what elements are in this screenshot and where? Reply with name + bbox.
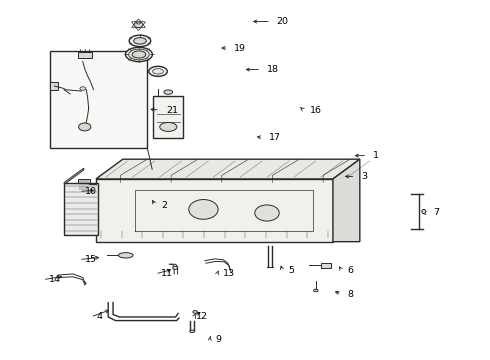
Ellipse shape xyxy=(134,22,143,28)
Bar xyxy=(153,96,183,138)
Ellipse shape xyxy=(129,35,151,46)
Bar xyxy=(49,51,147,148)
Polygon shape xyxy=(96,179,333,242)
Ellipse shape xyxy=(164,90,172,94)
Text: 13: 13 xyxy=(223,269,235,278)
Text: 19: 19 xyxy=(234,44,246,53)
Text: 10: 10 xyxy=(85,187,97,196)
Text: 9: 9 xyxy=(216,335,221,344)
Text: 4: 4 xyxy=(97,312,102,321)
Ellipse shape xyxy=(132,51,146,58)
Ellipse shape xyxy=(134,38,147,44)
Bar xyxy=(78,51,92,58)
Text: 17: 17 xyxy=(269,133,280,142)
Text: 16: 16 xyxy=(310,105,321,114)
Text: 8: 8 xyxy=(347,289,354,298)
Ellipse shape xyxy=(189,199,218,219)
Ellipse shape xyxy=(137,22,141,24)
Ellipse shape xyxy=(190,330,195,333)
Text: 11: 11 xyxy=(161,269,173,278)
Ellipse shape xyxy=(160,122,177,131)
Bar xyxy=(49,82,58,90)
Ellipse shape xyxy=(172,266,177,270)
Ellipse shape xyxy=(193,311,197,314)
Polygon shape xyxy=(96,159,360,179)
Text: 14: 14 xyxy=(49,275,61,284)
Text: 20: 20 xyxy=(277,17,289,26)
Text: 6: 6 xyxy=(347,266,354,275)
Bar xyxy=(78,179,90,190)
Ellipse shape xyxy=(314,289,318,292)
Ellipse shape xyxy=(149,66,167,76)
Polygon shape xyxy=(333,159,360,242)
Polygon shape xyxy=(64,168,84,184)
Text: 21: 21 xyxy=(166,105,178,114)
Text: 5: 5 xyxy=(288,266,294,275)
Bar xyxy=(148,191,163,199)
Ellipse shape xyxy=(119,253,133,258)
Text: 2: 2 xyxy=(161,201,167,210)
Text: 1: 1 xyxy=(373,151,379,160)
Text: 15: 15 xyxy=(85,255,97,264)
Text: 18: 18 xyxy=(267,65,279,74)
Bar xyxy=(321,263,331,267)
Polygon shape xyxy=(64,183,98,234)
Ellipse shape xyxy=(80,87,86,90)
Text: 3: 3 xyxy=(361,172,368,181)
Ellipse shape xyxy=(78,123,91,131)
Ellipse shape xyxy=(125,47,152,62)
Text: 12: 12 xyxy=(196,312,208,321)
Text: 7: 7 xyxy=(433,208,439,217)
Ellipse shape xyxy=(422,210,426,214)
Ellipse shape xyxy=(255,205,279,221)
Ellipse shape xyxy=(129,49,149,60)
Ellipse shape xyxy=(153,69,163,74)
